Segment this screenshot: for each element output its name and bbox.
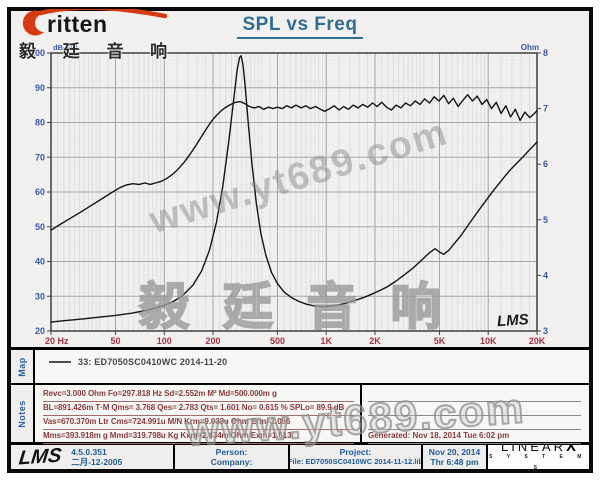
linearx-logo: LINEARX S Y S T E M S xyxy=(489,445,588,469)
svg-text:60: 60 xyxy=(35,187,45,197)
lms-date: 二月-12-2005 xyxy=(71,457,123,467)
report-header: SPL vs Freq ritten 毅 廷 音 响 xyxy=(11,9,589,61)
svg-text:50: 50 xyxy=(35,222,45,232)
lms-version: 4.5.0.351 xyxy=(71,447,107,457)
generated-date-line: Generated: Nov 18, 2014 Tue 6:02 pm xyxy=(368,430,581,444)
svg-text:dB-SPL: dB-SPL xyxy=(53,43,81,52)
map-section-label: Map xyxy=(11,350,35,383)
svg-text:4: 4 xyxy=(543,270,548,280)
footer-person-cell: Person: Company: xyxy=(175,445,290,469)
legend-text: 33: ED7050SC0410WC 2014-11-20 xyxy=(78,357,228,367)
page-title: SPL vs Freq xyxy=(11,14,589,39)
svg-text:2K: 2K xyxy=(369,336,381,346)
svg-text:10K: 10K xyxy=(480,336,497,346)
map-section: Map 33: ED7050SC0410WC 2014-11-20 xyxy=(11,347,589,385)
param-line-2: BL=891.426m T·M Qms= 3.768 Qes= 2.783 Qt… xyxy=(43,402,354,416)
lms-report-page: SPL vs Freq ritten 毅 廷 音 响 100 90 80 70 60 50… xyxy=(7,7,593,473)
svg-text:5K: 5K xyxy=(434,336,446,346)
footer-bar: LMS 4.5.0.351 二月-12-2005 Person: Company… xyxy=(11,445,589,469)
svg-text:40: 40 xyxy=(35,257,45,267)
svg-text:LMS: LMS xyxy=(496,311,529,330)
print-date: Nov 20, 2014 xyxy=(428,447,481,457)
legend-line-sample xyxy=(49,361,71,363)
svg-text:20 Hz: 20 Hz xyxy=(45,336,69,346)
driver-parameters: Revc=3.000 Ohm Fo=297.818 Hz Sd=2.552m M… xyxy=(35,385,362,444)
svg-text:3: 3 xyxy=(543,326,548,336)
param-line-4: Mms=393.918m g Mmd=319.798u Kg Kxm=2.434… xyxy=(43,430,354,444)
company-label: Company: xyxy=(210,457,253,467)
chart-region: 100 90 80 70 60 50 40 30 20 dB-SPL 8 7 6 5 4 3 Ohm 20 Hz 5… xyxy=(11,41,589,347)
svg-text:1K: 1K xyxy=(320,336,332,346)
footer-date-cell: Nov 20, 2014 Thr 6:48 pm xyxy=(423,445,488,469)
lms-logo: LMS xyxy=(17,445,63,469)
print-time: Thr 6:48 pm xyxy=(430,457,479,467)
svg-text:30: 30 xyxy=(35,291,45,301)
brand-name: ritten xyxy=(47,11,108,37)
brand-chinese-name: 毅 廷 音 响 xyxy=(19,42,179,61)
spl-impedance-chart: 100 90 80 70 60 50 40 30 20 dB-SPL 8 7 6 5 4 3 Ohm 20 Hz 5… xyxy=(30,43,548,346)
notes-rule-1 xyxy=(368,388,581,402)
svg-text:7: 7 xyxy=(543,104,548,114)
param-line-1: Revc=3.000 Ohm Fo=297.818 Hz Sd=2.552m M… xyxy=(43,388,354,402)
svg-text:5: 5 xyxy=(543,215,548,225)
notes-extra: Generated: Nov 18, 2014 Tue 6:02 pm xyxy=(362,385,589,444)
svg-text:500: 500 xyxy=(270,336,285,346)
param-line-3: Vas=670.370m Ltr Cms=724.991u M/N Krm=9.… xyxy=(43,416,354,430)
svg-text:100: 100 xyxy=(30,48,45,58)
notes-rule-3 xyxy=(368,416,581,430)
notes-section-label: Notes xyxy=(11,385,35,442)
notes-rule-2 xyxy=(368,402,581,416)
footer-project-cell: Project: File: ED7050SC0410WC 2014-11-12… xyxy=(290,445,423,469)
footer-lms-version-cell: LMS 4.5.0.351 二月-12-2005 xyxy=(11,445,175,469)
project-file: File: ED7050SC0410WC 2014-11-12.lib xyxy=(290,457,423,466)
svg-text:70: 70 xyxy=(35,152,45,162)
svg-text:20: 20 xyxy=(35,326,45,336)
footer-linearx-cell: LINEARX S Y S T E M S xyxy=(488,445,589,469)
legend: 33: ED7050SC0410WC 2014-11-20 xyxy=(35,350,589,383)
svg-text:200: 200 xyxy=(205,336,220,346)
svg-text:6: 6 xyxy=(543,159,548,169)
svg-text:50: 50 xyxy=(110,336,120,346)
notes-section: Notes Revc=3.000 Ohm Fo=297.818 Hz Sd=2.… xyxy=(11,385,589,445)
svg-text:100: 100 xyxy=(157,336,172,346)
brand-swoosh-icon xyxy=(22,9,168,36)
svg-text:80: 80 xyxy=(35,118,45,128)
svg-text:8: 8 xyxy=(543,48,548,58)
svg-text:Ohm: Ohm xyxy=(521,43,539,52)
brand-logo: ritten 毅 廷 音 响 xyxy=(17,9,187,61)
project-label: Project: xyxy=(339,447,372,457)
svg-text:20K: 20K xyxy=(529,336,546,346)
svg-text:90: 90 xyxy=(35,83,45,93)
person-label: Person: xyxy=(215,447,248,457)
